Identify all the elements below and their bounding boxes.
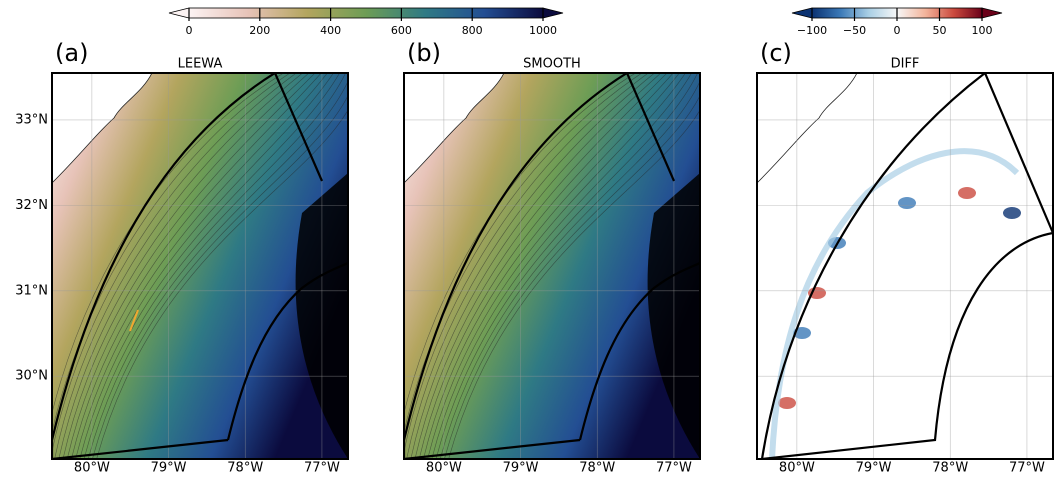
- colorbar-extend-min: [168, 7, 190, 19]
- x-tick-label: 77°W: [656, 461, 692, 476]
- colorbar-tick-label: −100: [797, 24, 827, 37]
- contour: [58, 73, 310, 459]
- contour: [435, 73, 698, 459]
- x-tick-label: 77°W: [304, 461, 340, 476]
- colorbar-tick-label: −50: [843, 24, 866, 37]
- colorbar-tick-label: 600: [391, 24, 412, 37]
- domain-boundary: [760, 73, 1053, 459]
- colorbar-tick-label: 50: [933, 24, 947, 37]
- contour: [52, 73, 291, 434]
- panel-title: LEEWA: [178, 57, 223, 72]
- colorbar-tick-label: 0: [894, 24, 901, 37]
- map-panel: [757, 73, 1053, 459]
- contour: [71, 73, 328, 459]
- contour: [79, 73, 340, 459]
- panel-label: (c): [760, 39, 792, 67]
- contour: [83, 73, 346, 459]
- map-panel: [52, 73, 348, 459]
- coastline: [52, 73, 153, 184]
- panel-title: SMOOTH: [523, 57, 581, 72]
- contour: [410, 73, 662, 459]
- contour: [54, 73, 304, 459]
- contour: [92, 95, 348, 459]
- colorbar-extend-max: [981, 7, 1003, 19]
- contour: [423, 73, 680, 459]
- y-tick-label: 30°N: [15, 369, 48, 384]
- diff-feature: [778, 397, 796, 409]
- colorbar-tick-label: 400: [320, 24, 341, 37]
- contour: [444, 95, 700, 459]
- contour: [52, 73, 297, 454]
- panel-title: DIFF: [891, 57, 920, 72]
- transect: [129, 309, 139, 332]
- y-tick-label: 31°N: [15, 283, 48, 298]
- y-tick-label: 33°N: [15, 112, 48, 127]
- colorbar-tick-label: 800: [462, 24, 483, 37]
- x-tick-label: 80°W: [74, 461, 110, 476]
- panel-label: (a): [55, 39, 88, 67]
- y-tick-label: 32°N: [15, 198, 48, 213]
- coastline: [404, 73, 505, 184]
- diff-field: [757, 73, 1053, 459]
- land: [404, 73, 504, 183]
- colorbar-tick-label: 200: [249, 24, 270, 37]
- x-tick-label: 78°W: [932, 461, 968, 476]
- panel-frame: [51, 72, 349, 460]
- x-tick-label: 78°W: [579, 461, 615, 476]
- domain-boundary: [404, 73, 700, 459]
- panel-frame: [756, 72, 1054, 460]
- contour: [414, 73, 668, 459]
- x-tick-label: 79°W: [856, 461, 892, 476]
- x-tick-label: 79°W: [151, 461, 187, 476]
- contour: [87, 80, 348, 459]
- panel-label: (b): [407, 39, 441, 67]
- contour: [431, 73, 692, 459]
- colorbar-tick-label: 100: [972, 24, 993, 37]
- colorbar-tick-label: 0: [186, 24, 193, 37]
- land: [757, 73, 857, 183]
- x-tick-label: 80°W: [779, 461, 815, 476]
- colorbar: [188, 7, 544, 19]
- diff-feature: [898, 197, 916, 209]
- x-tick-label: 77°W: [1009, 461, 1045, 476]
- x-tick-label: 79°W: [503, 461, 539, 476]
- panel-frame: [403, 72, 701, 460]
- contour: [439, 80, 700, 459]
- contour: [404, 73, 643, 434]
- x-tick-label: 78°W: [227, 461, 263, 476]
- colorbar-extend-max: [542, 7, 564, 19]
- contour: [406, 73, 656, 459]
- colorbar-tick-label: 1000: [529, 24, 557, 37]
- diff-feature: [1003, 207, 1021, 219]
- map-panel: [404, 73, 700, 459]
- contour: [404, 73, 649, 454]
- diff-feature: [958, 187, 976, 199]
- contour: [75, 73, 334, 459]
- colorbar-extend-min: [791, 7, 813, 19]
- contour: [427, 73, 686, 459]
- domain-boundary: [52, 73, 348, 459]
- coastline: [757, 73, 858, 184]
- x-tick-label: 80°W: [426, 461, 462, 476]
- contour: [62, 73, 316, 459]
- land: [52, 73, 152, 183]
